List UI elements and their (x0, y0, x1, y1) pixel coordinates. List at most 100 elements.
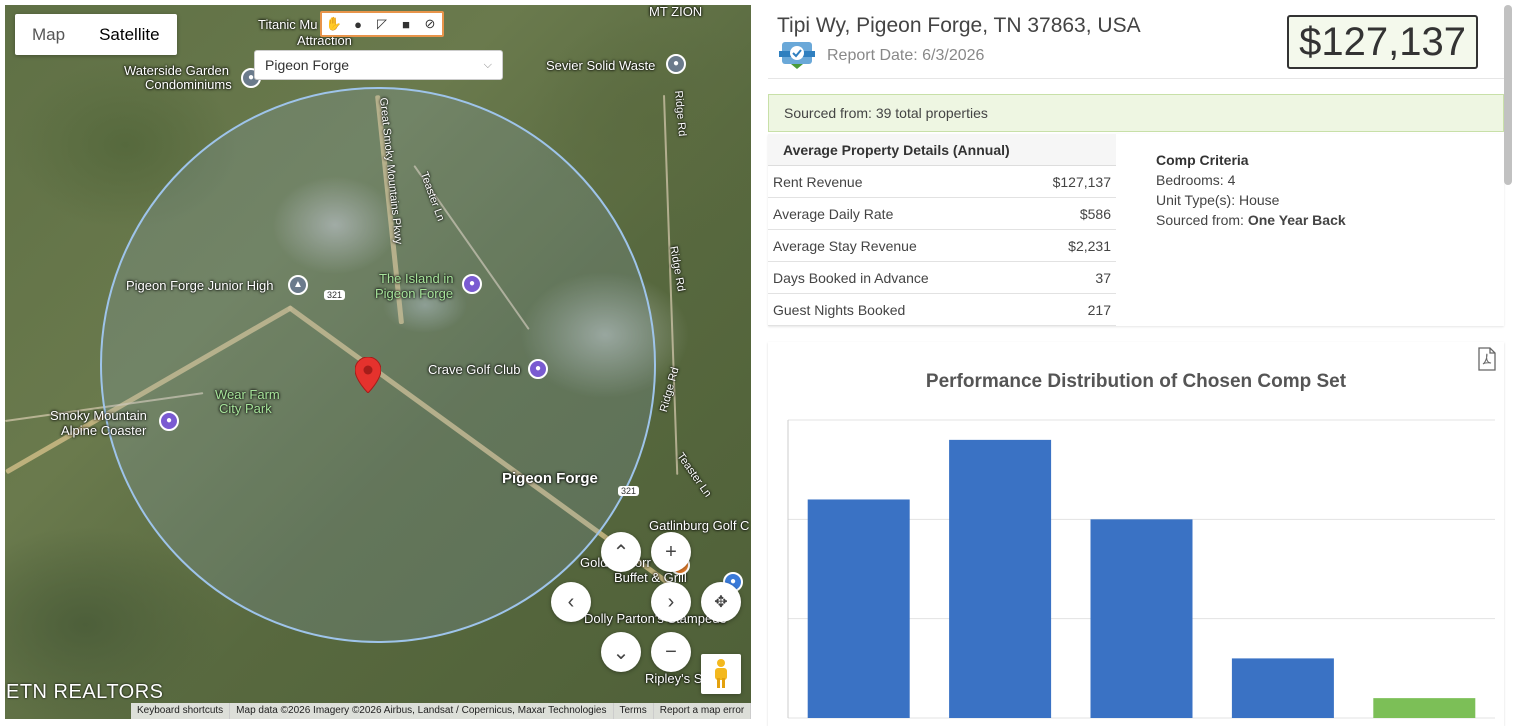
table-row: Average Daily Rate $586 (768, 198, 1116, 230)
chevron-right-icon: › (667, 590, 675, 613)
pan-down-button[interactable]: ⌄ (601, 632, 641, 672)
row-value: 217 (1087, 301, 1111, 318)
road-label: Teaster Ln (674, 450, 714, 500)
table-row: Rent Revenue $127,137 (768, 166, 1116, 198)
map-label: Waterside Garden (124, 63, 230, 78)
map-label: Crave Golf Club (428, 362, 521, 377)
keyboard-shortcuts-link[interactable]: Keyboard shortcuts (131, 703, 231, 719)
circle-icon[interactable]: ● (354, 16, 362, 32)
fullscreen-icon: ✥ (714, 594, 728, 611)
brand-watermark: ETN REALTORS (6, 681, 164, 703)
map-view[interactable]: Titanic Mu Attraction MT ZION Waterside … (5, 5, 751, 719)
row-label: Rent Revenue (773, 173, 863, 190)
criteria-bedrooms: Bedrooms: 4 (1156, 172, 1236, 188)
zoom-out-button[interactable]: − (651, 632, 691, 672)
map-label: Condominiums (145, 77, 232, 92)
criteria-sourced: Sourced from: One Year Back (1156, 210, 1346, 230)
chart-bar[interactable] (1090, 519, 1193, 718)
chart-bar[interactable] (949, 439, 1052, 718)
drawing-toolbar: ✋ ● ◸ ■ ⊘ (320, 11, 444, 37)
report-date: Report Date: 6/3/2026 (827, 47, 985, 64)
map-data-text: Map data ©2026 Imagery ©2026 Airbus, Lan… (230, 703, 614, 719)
map-label: Alpine Coaster (61, 423, 147, 438)
map-type-control: Map Satellite (15, 14, 177, 55)
table-row: Guest Nights Booked 217 (768, 294, 1116, 326)
certified-badge-icon (779, 40, 815, 70)
chevron-down-icon: ⌵ (483, 59, 492, 71)
pan-up-button[interactable]: ⌃ (601, 532, 641, 572)
map-label: Dolly Parton's Stampede (584, 611, 727, 626)
details-table: Average Property Details (Annual) Rent R… (768, 134, 1116, 326)
route-shield: 321 (618, 486, 640, 496)
pan-right-button[interactable]: › (651, 582, 691, 622)
minus-icon: − (665, 640, 677, 663)
page-scrollbar[interactable] (1504, 5, 1512, 185)
rectangle-icon[interactable]: ■ (402, 16, 410, 32)
property-details-card: Average Property Details (Annual) Rent R… (768, 134, 1504, 326)
chart-title: Performance Distribution of Chosen Comp … (925, 371, 1347, 392)
chart-bar[interactable] (1373, 698, 1476, 718)
bar-chart (787, 419, 1495, 719)
street-view-pegman-icon[interactable] (701, 654, 741, 694)
criteria-sourced-value: One Year Back (1247, 212, 1346, 228)
row-label: Average Daily Rate (773, 205, 894, 222)
report-map-error-link[interactable]: Report a map error (654, 703, 751, 719)
estimated-revenue: $127,137 (1287, 15, 1478, 69)
pdf-export-icon[interactable] (1477, 347, 1497, 371)
map-label: City Park (219, 401, 272, 416)
road-label: Ridge Rd (672, 90, 689, 137)
road-label: Ridge Rd (657, 365, 682, 414)
map-attribution: Keyboard shortcuts Map data ©2026 Imager… (131, 703, 751, 719)
cancel-icon[interactable]: ⊘ (424, 16, 436, 31)
route-shield: 321 (324, 290, 346, 300)
school-icon[interactable]: ▲ (288, 275, 308, 295)
map-label: Ripley's S (645, 671, 703, 686)
map-label: Buffet & Grill (614, 570, 687, 585)
row-value: $586 (1079, 205, 1111, 222)
terms-link[interactable]: Terms (614, 703, 654, 719)
attraction-icon[interactable]: ● (159, 411, 179, 431)
table-row: Days Booked in Advance 37 (768, 262, 1116, 294)
sourced-banner: Sourced from: 39 total properties (768, 94, 1504, 132)
map-label: Wear Farm (215, 387, 280, 402)
zoom-in-button[interactable]: + (651, 532, 691, 572)
property-marker-icon[interactable] (354, 356, 382, 398)
row-value: $127,137 (1052, 173, 1111, 190)
attraction-icon[interactable]: ● (528, 359, 548, 379)
row-label: Guest Nights Booked (773, 301, 906, 318)
comp-criteria: Comp Criteria Bedrooms: 4 Unit Type(s): … (1156, 150, 1346, 230)
chart-bar[interactable] (807, 499, 910, 718)
chevron-up-icon: ⌃ (612, 541, 630, 564)
attraction-icon[interactable]: ● (462, 274, 482, 294)
map-type-satellite-tab[interactable]: Satellite (99, 25, 160, 44)
location-select-value: Pigeon Forge (265, 57, 350, 73)
map-label: Sevier Solid Waste (546, 58, 656, 73)
place-icon[interactable]: ● (666, 54, 686, 74)
map-label: The Island in (379, 271, 454, 286)
fullscreen-button[interactable]: ✥ (701, 582, 741, 622)
polygon-icon[interactable]: ◸ (377, 16, 387, 31)
map-label: Pigeon Forge Junior High (126, 278, 274, 293)
report-header: Tipi Wy, Pigeon Forge, TN 37863, USA Rep… (768, 5, 1504, 79)
row-value: 37 (1095, 269, 1111, 286)
chart-bar[interactable] (1231, 658, 1334, 718)
row-value: $2,231 (1068, 237, 1111, 254)
report-panel: Tipi Wy, Pigeon Forge, TN 37863, USA Rep… (768, 5, 1504, 79)
hand-icon[interactable]: ✋ (325, 16, 343, 31)
map-label: Titanic Mu (258, 17, 318, 32)
map-type-map-tab[interactable]: Map (32, 25, 66, 44)
map-label: Attraction (297, 33, 352, 48)
location-select[interactable]: Pigeon Forge ⌵ (254, 50, 503, 80)
comp-criteria-title: Comp Criteria (1156, 152, 1249, 168)
map-label: Gatlinburg Golf C (649, 518, 750, 533)
map-label: Pigeon Forge (502, 470, 598, 487)
table-row: Average Stay Revenue $2,231 (768, 230, 1116, 262)
plus-icon: + (665, 540, 677, 563)
row-label: Days Booked in Advance (773, 269, 929, 286)
map-label: Smoky Mountain (50, 408, 147, 423)
chevron-down-icon: ⌄ (612, 641, 630, 664)
pan-left-button[interactable]: ‹ (551, 582, 591, 622)
map-label: Pigeon Forge (375, 286, 454, 301)
row-label: Average Stay Revenue (773, 237, 917, 254)
details-table-header: Average Property Details (Annual) (768, 134, 1116, 166)
